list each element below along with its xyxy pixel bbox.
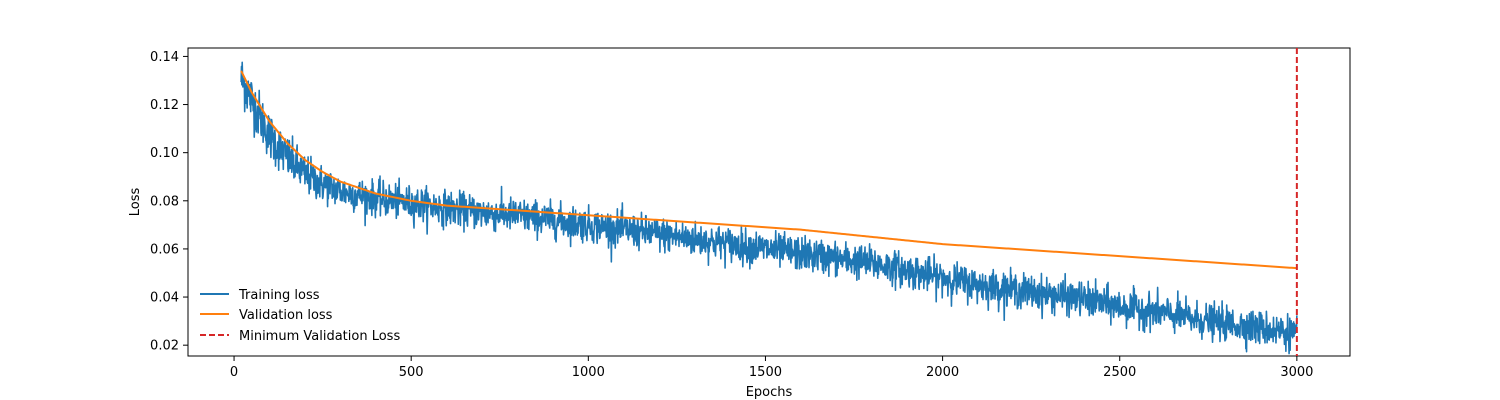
y-tick-label: 0.10 [150,146,179,161]
x-tick-label: 3000 [1280,365,1313,380]
legend-label-validation-loss: Validation loss [239,308,333,323]
y-tick-label: 0.06 [150,242,179,257]
x-axis-label: Epochs [746,385,793,400]
x-tick-label: 0 [230,365,238,380]
x-tick-label: 500 [399,365,424,380]
x-tick-label: 1500 [749,365,782,380]
series-training-loss [240,61,1298,355]
x-tick-label: 1000 [572,365,605,380]
y-tick-label: 0.08 [150,194,179,209]
legend: Training loss Validation loss Minimum Va… [200,288,400,344]
x-tick-label: 2500 [1103,365,1136,380]
series-layer [240,48,1298,356]
x-axis-ticks: 0 500 1000 1500 2000 2500 3000 [230,356,1313,380]
plot-frame [187,47,1351,357]
y-tick-label: 0.02 [150,339,179,354]
y-tick-label: 0.12 [150,98,179,113]
legend-label-training-loss: Training loss [238,288,320,303]
y-axis-label: Loss [128,188,143,217]
x-tick-label: 2000 [926,365,959,380]
y-tick-label: 0.04 [150,291,179,306]
legend-label-minimum-validation-loss: Minimum Validation Loss [239,329,400,344]
y-axis-ticks: 0.02 0.04 0.06 0.08 0.10 0.12 0.14 [150,50,188,354]
plot-area: 0 500 1000 1500 2000 2500 3000 0.020.040.060.0… [150,47,1351,380]
y-tick-label: 0.14 [150,50,179,65]
series-validation-loss [240,70,1297,270]
